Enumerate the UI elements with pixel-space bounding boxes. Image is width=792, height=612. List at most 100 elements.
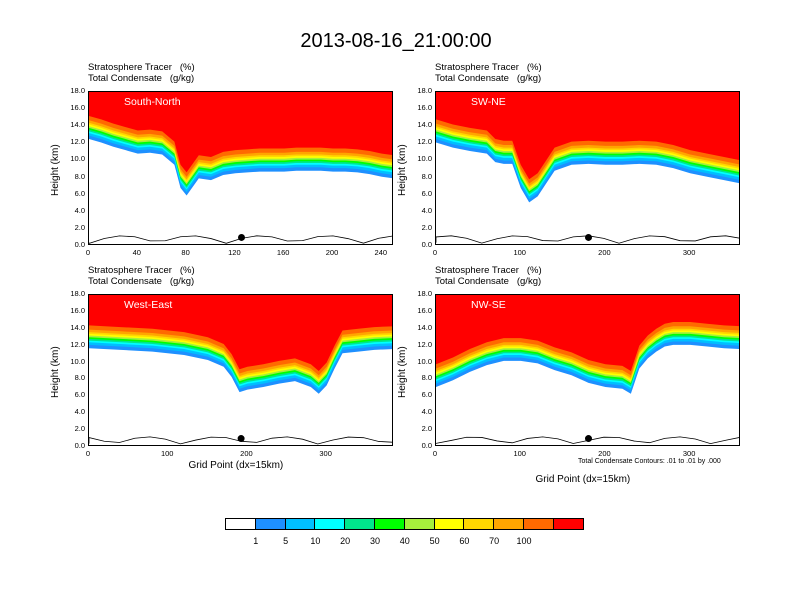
y-tick-label: 14.0 (417, 322, 432, 332)
x-tick-label: 200 (598, 248, 611, 257)
y-axis-label: Height (km) (50, 346, 61, 398)
colorbar-cell (433, 518, 465, 530)
x-tick-label: 0 (432, 248, 438, 257)
y-tick-label: 16.0 (70, 305, 85, 315)
colorbar-label: 20 (340, 536, 351, 546)
y-tick-label: 14.0 (70, 322, 85, 332)
x-tick-label: 100 (513, 248, 526, 257)
colorbar-label: 60 (459, 536, 470, 546)
title-condensate: Total Condensate (g/kg) (435, 73, 542, 84)
colorbar-label: 40 (399, 536, 410, 546)
y-tick-label: 0.0 (421, 240, 432, 249)
panel-label: NW-SE (471, 299, 506, 311)
y-tick-label: 6.0 (421, 390, 432, 400)
colorbar-cell (552, 518, 584, 530)
y-tick-label: 6.0 (421, 188, 432, 198)
troposphere-fill (436, 142, 739, 244)
x-tick-label: 100 (513, 449, 526, 458)
y-tick-label: 4.0 (421, 205, 432, 215)
colorbar-cell (403, 518, 435, 530)
y-tick-label: 0.0 (421, 441, 432, 450)
y-tick-label: 2.0 (74, 424, 85, 434)
y-tick-label: 16.0 (417, 305, 432, 315)
colorbar-cell (314, 518, 346, 530)
troposphere-fill (89, 139, 392, 244)
y-tick-label: 4.0 (74, 205, 85, 215)
panel-title: Stratosphere Tracer (%) Total Condensate … (435, 265, 542, 287)
x-tick-label: 80 (181, 248, 190, 257)
plot-area: South-North (88, 91, 393, 245)
colorbar-cell (284, 518, 316, 530)
x-tick-label: 0 (432, 449, 438, 458)
location-marker (585, 233, 592, 241)
x-tick-label: 120 (228, 248, 241, 257)
y-tick-label: 2.0 (421, 424, 432, 434)
y-tick-label: 2.0 (421, 222, 432, 232)
colorbar-cell (522, 518, 554, 530)
colorbar-label: 100 (516, 536, 532, 546)
location-marker (585, 435, 592, 443)
panel-title: Stratosphere Tracer (%) Total Condensate … (435, 62, 542, 84)
y-tick-label: 12.0 (70, 137, 85, 147)
terrain-line (89, 235, 392, 244)
title-tracer: Stratosphere Tracer (%) (88, 265, 195, 276)
y-tick-label: 18.0 (70, 289, 85, 298)
y-tick-label: 16.0 (70, 103, 85, 113)
colorbar-cell (463, 518, 495, 530)
title-tracer: Stratosphere Tracer (%) (435, 265, 542, 276)
colorbar-label: 10 (310, 536, 321, 546)
y-tick-label: 8.0 (74, 373, 85, 383)
panel-title: Stratosphere Tracer (%) Total Condensate … (88, 265, 195, 287)
colorbar-label: 50 (429, 536, 440, 546)
y-tick-label: 6.0 (74, 390, 85, 400)
colorbar (225, 518, 584, 530)
colorbar-cell (373, 518, 405, 530)
title-condensate: Total Condensate (g/kg) (435, 276, 542, 287)
x-tick-label: 300 (319, 449, 332, 458)
troposphere-fill (89, 348, 392, 445)
cross-section-svg (89, 295, 392, 445)
y-tick-label: 14.0 (417, 120, 432, 130)
title-tracer: Stratosphere Tracer (%) (88, 62, 195, 73)
x-tick-label: 200 (598, 449, 611, 458)
title-condensate: Total Condensate (g/kg) (88, 276, 195, 287)
x-tick-label: 0 (85, 248, 91, 257)
y-tick-label: 10.0 (70, 356, 85, 366)
y-tick-label: 4.0 (421, 407, 432, 417)
y-axis-label: Height (km) (50, 144, 61, 196)
x-tick-label: 160 (276, 248, 290, 257)
y-tick-label: 16.0 (417, 103, 432, 113)
title-condensate: Total Condensate (g/kg) (88, 73, 195, 84)
colorbar-label: 1 (253, 536, 259, 546)
y-tick-label: 8.0 (74, 171, 85, 181)
troposphere-fill (436, 344, 739, 445)
x-tick-label: 40 (132, 248, 141, 257)
y-tick-label: 0.0 (74, 441, 85, 450)
y-tick-label: 14.0 (70, 120, 85, 130)
y-axis-label: Height (km) (397, 346, 408, 398)
y-tick-label: 10.0 (417, 356, 432, 366)
cross-section-svg (436, 295, 739, 445)
colorbar-cell (225, 518, 256, 530)
y-tick-label: 10.0 (70, 154, 85, 164)
x-tick-label: 300 (682, 248, 696, 257)
location-marker (238, 233, 245, 241)
x-tick-label: 100 (160, 449, 174, 458)
main-title: 2013-08-16_21:00:00 (300, 30, 492, 52)
panel-title: Stratosphere Tracer (%) Total Condensate … (88, 62, 195, 84)
x-tick-label: 240 (374, 248, 388, 257)
terrain-line (436, 436, 739, 445)
y-axis-label: Height (km) (397, 144, 408, 196)
x-tick-label: 200 (325, 248, 339, 257)
y-tick-label: 8.0 (421, 171, 432, 181)
y-tick-label: 12.0 (70, 339, 85, 349)
title-tracer: Stratosphere Tracer (%) (435, 62, 542, 73)
cross-section-svg (89, 92, 392, 244)
plot-area: NW-SE (435, 294, 740, 446)
colorbar-label: 70 (489, 536, 500, 546)
cross-section-svg (436, 92, 739, 244)
y-tick-label: 0.0 (74, 240, 85, 249)
x-tick-label: 300 (682, 449, 696, 458)
y-tick-label: 2.0 (74, 222, 85, 232)
terrain-line (89, 436, 392, 445)
